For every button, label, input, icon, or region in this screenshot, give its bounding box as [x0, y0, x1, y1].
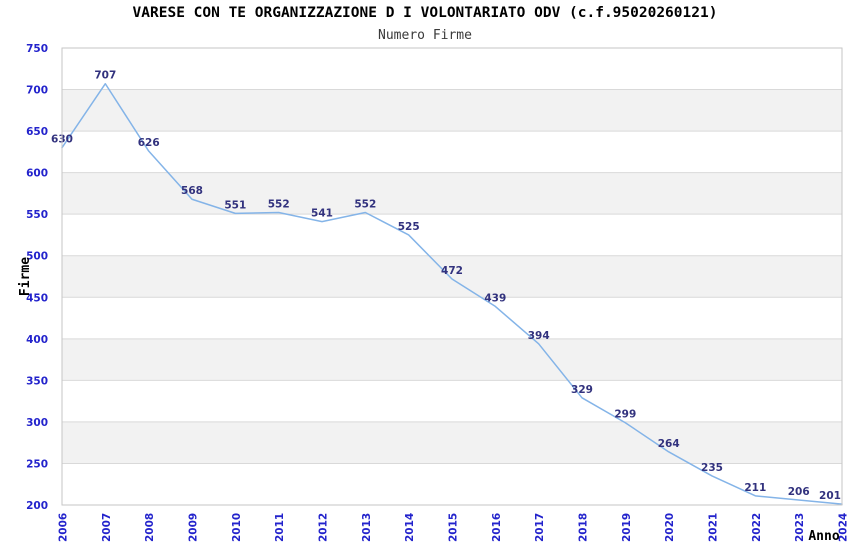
data-label: 299 [614, 409, 636, 421]
x-tick-label: 2015 [448, 513, 460, 542]
y-tick-label: 550 [26, 209, 48, 221]
y-tick-label: 200 [26, 500, 48, 512]
data-label: 264 [658, 438, 680, 450]
x-tick-label: 2018 [578, 513, 590, 542]
plot-band [62, 172, 842, 215]
data-label: 552 [268, 199, 290, 211]
x-tick-label: 2012 [318, 513, 330, 542]
data-label: 235 [701, 462, 723, 474]
x-tick-label: 2022 [751, 513, 763, 542]
data-label: 525 [398, 221, 420, 233]
data-label: 439 [484, 292, 506, 304]
x-tick-label: 2013 [361, 513, 373, 542]
x-tick-label: 2011 [274, 513, 286, 542]
data-label: 551 [224, 199, 246, 211]
x-tick-label: 2007 [101, 513, 113, 542]
chart-subtitle: Numero Firme [378, 28, 472, 43]
data-label: 211 [744, 482, 766, 494]
plot-band [62, 89, 842, 132]
data-label: 394 [528, 330, 550, 342]
y-tick-label: 600 [26, 168, 48, 180]
x-tick-label: 2010 [231, 513, 243, 542]
y-axis-title: Firme [18, 257, 33, 296]
data-label: 206 [788, 486, 810, 498]
x-axis-title: Anno [808, 529, 839, 544]
x-tick-label: 2006 [58, 513, 70, 542]
plot-border [61, 47, 843, 506]
data-label: 626 [138, 137, 160, 149]
y-tick-label: 450 [26, 292, 48, 304]
x-tick-label: 2023 [794, 513, 806, 542]
x-tick-label: 2017 [534, 513, 546, 542]
chart-title: VARESE CON TE ORGANIZZAZIONE D I VOLONTA… [132, 5, 718, 21]
y-tick-label: 300 [26, 417, 48, 429]
data-label: 541 [311, 208, 333, 220]
x-tick-label: 2008 [144, 513, 156, 542]
y-tick-label: 400 [26, 334, 48, 346]
y-tick-label: 350 [26, 375, 48, 387]
x-tick-label: 2020 [664, 513, 676, 542]
y-tick-label: 750 [26, 43, 48, 55]
x-tick-label: 2024 [838, 513, 850, 542]
x-tick-label: 2014 [404, 513, 416, 542]
series-line [61, 82, 843, 505]
x-tick-label: 2009 [188, 513, 200, 542]
plot-band [62, 338, 842, 381]
x-tick-label: 2021 [708, 513, 720, 542]
plot-band [62, 421, 842, 464]
data-label: 552 [354, 199, 376, 211]
data-label: 201 [819, 490, 841, 502]
data-label: 707 [94, 70, 116, 82]
data-label: 472 [441, 265, 463, 277]
x-tick-label: 2016 [491, 513, 503, 542]
data-label: 568 [181, 185, 203, 197]
y-tick-label: 700 [26, 85, 48, 97]
x-tick-label: 2019 [621, 513, 633, 542]
data-label: 329 [571, 384, 593, 396]
y-tick-label: 250 [26, 458, 48, 470]
y-tick-label: 500 [26, 251, 48, 263]
y-tick-label: 650 [26, 126, 48, 138]
plot-band [62, 255, 842, 298]
